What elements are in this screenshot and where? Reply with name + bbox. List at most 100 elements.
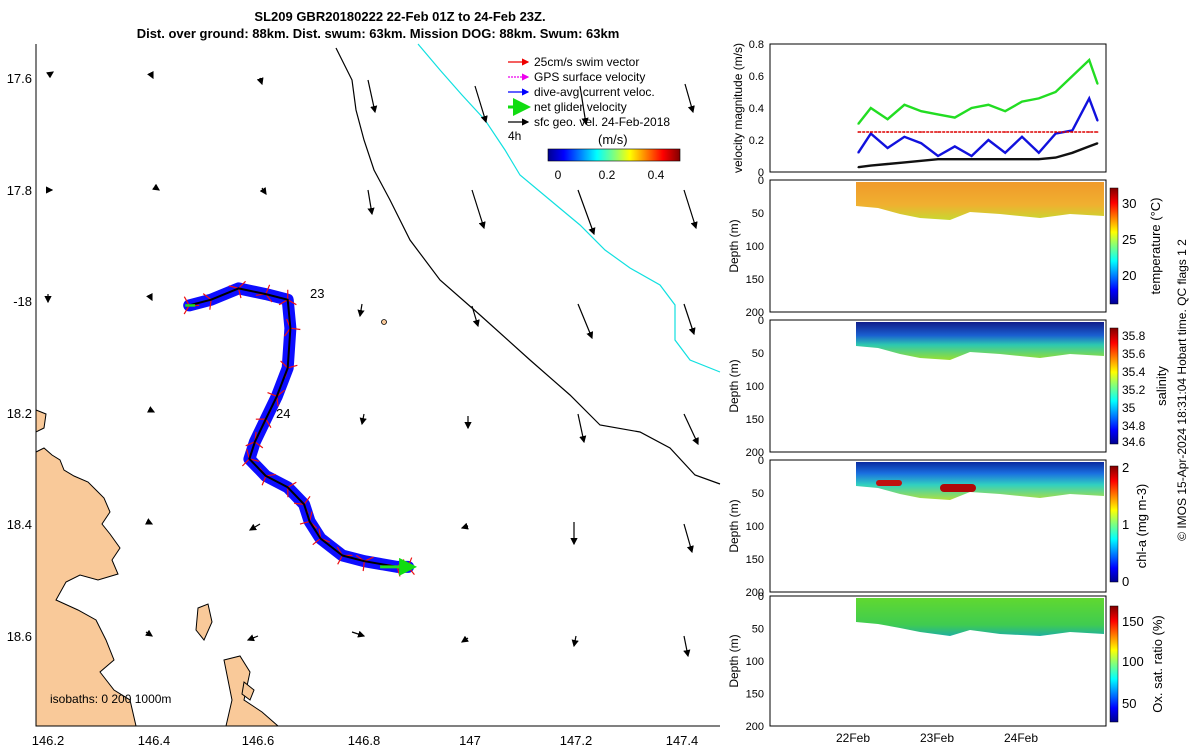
coastline-land	[35, 447, 137, 727]
depth-label: Depth (m)	[727, 634, 741, 687]
sal-cbar-tick: 35.2	[1122, 383, 1146, 397]
swim-vector	[238, 280, 246, 289]
salinity-section	[856, 322, 1104, 360]
swim-vector	[362, 561, 365, 572]
velocity-point	[954, 131, 956, 133]
depth-label: Depth (m)	[727, 359, 741, 412]
depth-tick: 50	[752, 208, 764, 220]
x-tick: 147	[459, 733, 481, 748]
velocity-point	[1038, 152, 1040, 154]
y-tick: 17.6	[7, 71, 32, 86]
velocity-point	[920, 110, 922, 112]
swim-vector	[228, 285, 239, 289]
sal-cbar-tick: 35.4	[1122, 365, 1146, 379]
depth-tick: 200	[746, 447, 764, 459]
velocity-point	[870, 164, 872, 167]
map-panel: 23 24 25cm/s swim vector GPS surface vel…	[7, 43, 721, 748]
temperature-label: temperature (°C)	[1148, 198, 1163, 295]
velocity-point	[1004, 131, 1006, 133]
isobaths-label: isobaths: 0 200 1000m	[50, 692, 171, 706]
velocity-point	[970, 158, 973, 160]
depth-tick: 50	[752, 624, 764, 636]
legend-sfc: sfc geo. vel. 24-Feb-2018	[534, 115, 670, 129]
velocity-point	[970, 107, 973, 109]
depth-tick: 0	[758, 175, 764, 187]
velocity-point	[857, 131, 859, 133]
x-tick: 147.2	[560, 733, 593, 748]
velocity-point	[954, 116, 956, 119]
temp-cbar-tick: 30	[1122, 196, 1136, 211]
map-x-ticks: 146.2 146.4 146.6 146.8 147 147.2 147.4	[32, 733, 699, 748]
velocity-point	[920, 142, 922, 144]
y-tick: 17.8	[7, 183, 32, 198]
oxygen-section	[856, 598, 1104, 636]
chla-panel: 2 1 0 chl-a (mg m-3)	[769, 459, 1149, 593]
velocity-point	[886, 131, 889, 133]
chla-label: chl-a (mg m-3)	[1134, 484, 1149, 569]
velocity-point	[954, 158, 956, 160]
velocity-point	[857, 123, 859, 125]
depth-tick: 100	[746, 241, 764, 253]
velocity-point	[987, 139, 990, 141]
salinity-panel: 35.8 35.6 35.4 35.2 35 34.8 34.6 salinit…	[769, 319, 1169, 453]
time-tick: 24Feb	[1004, 731, 1038, 745]
velocity-point	[1021, 136, 1023, 138]
velocity-y-tick: 0.8	[749, 39, 764, 51]
day-label-24: 24	[276, 406, 290, 421]
time-tick: 22Feb	[836, 731, 870, 745]
velocity-point	[1071, 129, 1074, 132]
y-tick: 18.2	[7, 406, 32, 421]
glider-path	[188, 287, 409, 568]
swim-vector	[287, 481, 297, 488]
velocity-point	[920, 160, 922, 162]
velocity-point	[1054, 91, 1057, 93]
swim-vector	[245, 441, 256, 447]
swim-vector	[209, 299, 212, 310]
ox-cbar-tick: 50	[1122, 696, 1136, 711]
velocity-y-ticks: 0 0.2 0.4 0.6 0.8	[749, 39, 764, 179]
velocity-point	[886, 118, 889, 120]
ox-cbar-tick: 150	[1122, 614, 1144, 629]
velocity-point	[987, 158, 990, 160]
time-tick: 23Feb	[920, 731, 954, 745]
velocity-series	[857, 57, 1099, 169]
depth-tick: 200	[746, 587, 764, 599]
sal-cbar-tick: 34.6	[1122, 435, 1146, 449]
depth-tick: 100	[746, 381, 764, 393]
velocity-axes-box	[769, 43, 1107, 173]
velocity-point	[937, 113, 939, 116]
colorbar-title: (m/s)	[598, 132, 628, 147]
chla-max-1	[876, 480, 902, 486]
glider-track	[183, 280, 418, 577]
island-4	[241, 681, 255, 701]
velocity-point	[1021, 100, 1023, 103]
velocity-point	[870, 107, 872, 109]
velocity-point	[970, 155, 973, 157]
depth-tick: 150	[746, 554, 764, 566]
velocity-point	[903, 104, 906, 106]
velocity-point	[857, 152, 859, 154]
velocity-point	[1021, 131, 1023, 133]
velocity-point	[1088, 131, 1090, 133]
swim-vector	[265, 284, 271, 295]
speed-colorbar	[547, 148, 681, 162]
swim-vector	[312, 537, 321, 546]
title-line2: Dist. over ground: 88km. Dist. swum: 63k…	[137, 26, 620, 41]
velocity-point	[1071, 75, 1074, 77]
cbar-tick-02: 0.2	[599, 168, 616, 182]
x-tick: 146.8	[348, 733, 381, 748]
depth-tick: 0	[758, 591, 764, 603]
velocity-point	[1054, 156, 1057, 159]
oxygen-colorbar	[1109, 605, 1119, 723]
chla-cbar-tick: 0	[1122, 574, 1129, 589]
velocity-point	[1004, 158, 1006, 160]
chla-section	[856, 462, 1104, 500]
depth-tick: 100	[746, 521, 764, 533]
dive-avg-current-band	[183, 282, 415, 573]
depth-tick: 50	[752, 348, 764, 360]
velocity-point	[1004, 152, 1006, 154]
legend-gps: GPS surface velocity	[534, 70, 645, 84]
swim-vector	[290, 327, 301, 331]
velocity-point	[1054, 132, 1057, 135]
